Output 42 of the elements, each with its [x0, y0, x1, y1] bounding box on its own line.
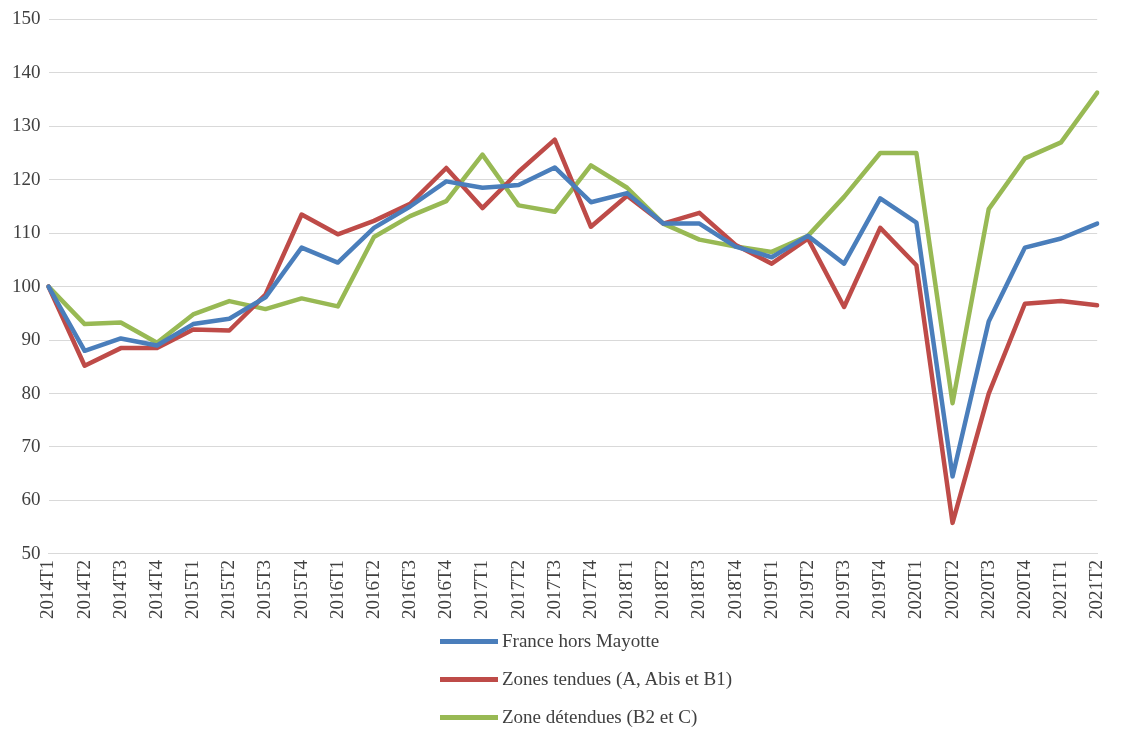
x-tick-label: 2015T3	[253, 559, 275, 619]
x-tick-label: 2020T3	[976, 559, 998, 619]
x-tick-label: 2018T3	[687, 559, 709, 619]
legend-label: Zones tendues (A, Abis et B1)	[502, 668, 733, 690]
x-tick-label: 2019T1	[759, 559, 781, 619]
x-tick-label: 2019T3	[832, 559, 854, 619]
legend-label: France hors Mayotte	[502, 630, 660, 652]
x-tick-label: 2020T4	[1012, 559, 1034, 619]
x-tick-label: 2018T1	[615, 559, 637, 619]
x-tick-label: 2016T1	[325, 559, 347, 619]
x-tick-label: 2019T2	[795, 559, 817, 619]
y-tick-label: 70	[21, 434, 41, 456]
y-tick-label: 100	[12, 274, 41, 296]
x-tick-label: 2018T2	[651, 559, 673, 619]
legend-label: Zone détendues (B2 et C)	[502, 706, 698, 728]
y-tick-label: 90	[21, 328, 41, 350]
y-tick-label: 80	[21, 381, 41, 403]
y-tick-label: 120	[12, 167, 41, 189]
y-tick-label: 150	[12, 7, 41, 29]
x-tick-label: 2019T4	[868, 559, 890, 619]
x-tick-label: 2016T2	[361, 559, 383, 619]
y-tick-label: 130	[12, 114, 41, 136]
x-tick-label: 2021T2	[1085, 559, 1107, 619]
y-tick-label: 140	[12, 60, 41, 82]
x-tick-label: 2017T3	[542, 559, 564, 619]
x-tick-label: 2016T4	[434, 559, 456, 619]
x-tick-label: 2016T3	[398, 559, 420, 619]
x-tick-label: 2021T1	[1049, 559, 1071, 619]
x-tick-label: 2020T1	[904, 559, 926, 619]
x-tick-label: 2015T4	[289, 559, 311, 619]
x-tick-label: 2017T4	[578, 559, 600, 619]
x-tick-label: 2014T4	[144, 559, 166, 619]
x-tick-label: 2015T2	[217, 559, 239, 619]
x-tick-label: 2017T1	[470, 559, 492, 619]
x-tick-label: 2014T3	[108, 559, 130, 619]
x-tick-label: 2018T4	[723, 559, 745, 619]
x-tick-label: 2015T1	[181, 559, 203, 619]
x-tick-label: 2014T2	[72, 559, 94, 619]
x-tick-label: 2017T2	[506, 559, 528, 619]
y-tick-label: 60	[21, 488, 41, 510]
y-tick-label: 110	[12, 221, 41, 243]
x-tick-label: 2020T2	[940, 559, 962, 619]
